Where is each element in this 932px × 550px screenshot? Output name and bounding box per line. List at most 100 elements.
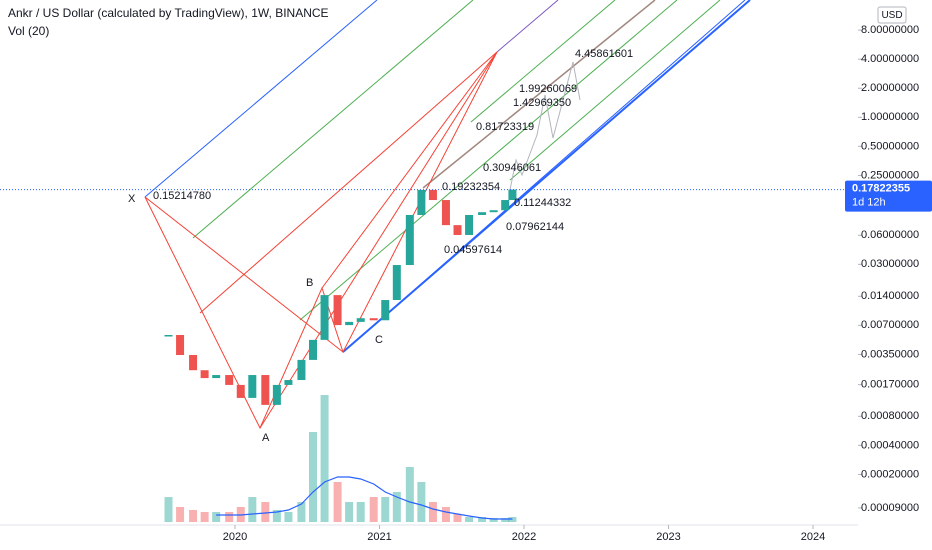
candle bbox=[345, 321, 354, 326]
volume-bar bbox=[189, 510, 198, 522]
candle bbox=[417, 189, 426, 215]
x-tick-label: 2022 bbox=[512, 531, 536, 543]
candle bbox=[309, 339, 318, 360]
annotation: 4.45861601 bbox=[575, 48, 633, 60]
y-tick-label: 0.00080000 bbox=[861, 410, 919, 422]
candle bbox=[381, 300, 390, 321]
y-tick-label: 0.00170000 bbox=[861, 379, 919, 391]
candle bbox=[297, 359, 306, 381]
annotation: 0.19232354 bbox=[442, 181, 500, 193]
candle bbox=[441, 200, 450, 226]
volume-bar bbox=[320, 395, 329, 522]
y-tick-label: 0.00700000 bbox=[861, 319, 919, 331]
annotation: B bbox=[306, 277, 313, 289]
plot bbox=[164, 189, 517, 522]
y-tick-label: 0.00040000 bbox=[861, 439, 919, 451]
annotation: C bbox=[375, 334, 383, 346]
volume-bar bbox=[345, 502, 354, 522]
candle bbox=[164, 334, 173, 337]
candle bbox=[189, 355, 198, 371]
annotation: 0.11244332 bbox=[514, 197, 571, 209]
y-tick-label: 2.00000000 bbox=[861, 82, 919, 94]
candle bbox=[478, 212, 487, 215]
volume-bar bbox=[392, 492, 401, 522]
currency: USD bbox=[881, 10, 902, 21]
volume-ma-line bbox=[216, 476, 513, 520]
y-tick-label: 0.25000000 bbox=[861, 169, 919, 181]
y-tick-label: 0.00350000 bbox=[861, 348, 919, 360]
indicator: Vol (20) bbox=[8, 24, 49, 38]
candle bbox=[356, 318, 365, 322]
candle bbox=[261, 375, 270, 405]
candle bbox=[236, 384, 245, 398]
volume-bar bbox=[489, 518, 498, 522]
y-tick-label: 0.00020000 bbox=[861, 468, 919, 480]
annotation: X bbox=[128, 193, 136, 205]
volume-bar bbox=[369, 497, 378, 522]
volume-bar bbox=[200, 512, 209, 522]
volume-bar bbox=[501, 518, 510, 522]
volume-bar bbox=[272, 510, 281, 522]
x-tick-label: 2021 bbox=[367, 531, 391, 543]
x-tick-label: 2020 bbox=[223, 531, 247, 543]
candle bbox=[333, 295, 342, 326]
candle bbox=[453, 225, 462, 235]
y-tick-label: 0.03000000 bbox=[861, 258, 919, 270]
annotation: 0.81723319 bbox=[476, 121, 534, 133]
volume-bar bbox=[405, 467, 414, 522]
price-axis bbox=[858, 0, 932, 550]
annotation: 0.30946061 bbox=[483, 162, 541, 174]
candle bbox=[508, 189, 517, 201]
annotation: 0.04597614 bbox=[444, 244, 502, 256]
volume-bar bbox=[261, 502, 270, 522]
countdown: 1d 12h bbox=[852, 197, 886, 209]
x-tick-label: 2023 bbox=[656, 531, 680, 543]
y-tick-label: 0.50000000 bbox=[861, 140, 919, 152]
y-tick-label: 0.01400000 bbox=[861, 290, 919, 302]
volume-bar bbox=[356, 502, 365, 522]
annotation: 0.07962144 bbox=[506, 221, 564, 233]
candle bbox=[272, 384, 281, 405]
volume-bar bbox=[381, 497, 390, 522]
candle bbox=[284, 380, 293, 385]
volume-bar bbox=[478, 517, 487, 522]
last-price-label: 0.17822355 bbox=[852, 183, 910, 195]
candle bbox=[369, 318, 378, 321]
volume-bar bbox=[309, 432, 318, 522]
volume-bar bbox=[164, 497, 173, 522]
volume-bar bbox=[465, 517, 474, 522]
annotation: 1.99260069 bbox=[519, 83, 577, 95]
y-tick-label: 8.00000000 bbox=[861, 24, 919, 36]
volume-bar bbox=[248, 497, 257, 522]
annotation: A bbox=[262, 432, 270, 444]
y-tick-label: 0.00009000 bbox=[861, 502, 919, 514]
y-tick-label: 4.00000000 bbox=[861, 53, 919, 65]
title: Ankr / US Dollar (calculated by TradingV… bbox=[8, 6, 329, 20]
volume-bar bbox=[297, 502, 306, 522]
candle bbox=[392, 265, 401, 301]
candle bbox=[489, 210, 498, 213]
volume-bar bbox=[333, 482, 342, 522]
annotation: 0.15214780 bbox=[153, 190, 211, 202]
volume-bar bbox=[453, 514, 462, 522]
candle bbox=[501, 200, 510, 211]
volume-bar bbox=[176, 507, 185, 522]
candle bbox=[428, 189, 437, 201]
volume-bar bbox=[417, 482, 426, 522]
candle bbox=[465, 214, 474, 235]
candle bbox=[405, 214, 414, 266]
volume-bar bbox=[284, 512, 293, 522]
last-price-box bbox=[845, 180, 932, 212]
x-tick-label: 2024 bbox=[801, 531, 825, 543]
candle bbox=[176, 334, 185, 356]
candle bbox=[200, 370, 209, 379]
volume-bar bbox=[212, 512, 221, 522]
candle bbox=[320, 295, 329, 340]
candle bbox=[248, 375, 257, 398]
volume-bar bbox=[225, 512, 234, 522]
annotation: 1.42969350 bbox=[513, 97, 571, 109]
y-tick-label: 1.00000000 bbox=[861, 111, 919, 123]
volume-bar bbox=[428, 502, 437, 522]
currency-badge bbox=[877, 6, 907, 24]
